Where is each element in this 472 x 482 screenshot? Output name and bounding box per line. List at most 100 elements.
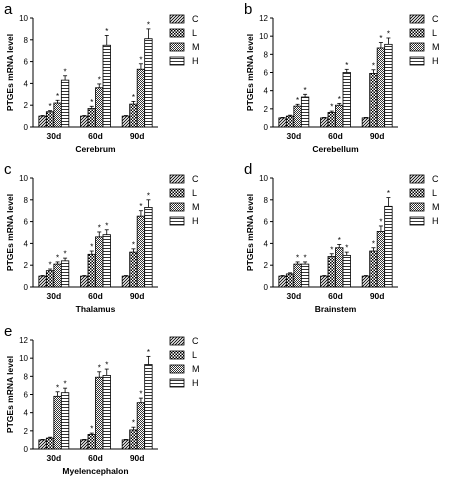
bar-M-30d [53,263,62,288]
y-tick-label: 8 [24,196,29,205]
bar-L-30d [45,270,55,288]
y-tick-label: 0 [24,123,29,132]
y-tick-label: 6 [24,391,29,400]
legend-swatch-L [409,188,425,198]
y-tick-label: 8 [24,372,29,381]
x-tick-label: 90d [130,291,145,301]
significance-star: * [98,75,101,84]
bar-L-90d [129,103,138,128]
significance-star: * [105,27,108,36]
y-tick-label: 8 [264,50,269,59]
legend-label-C: C [192,174,199,184]
significance-star: * [98,363,101,372]
panel-letter: e [4,323,12,340]
legend-label-C: C [192,336,199,346]
bar-C-30d [38,115,47,128]
legend-swatch-C [169,336,185,346]
x-tick-label: 90d [370,291,385,301]
legend-swatch-M [409,202,425,212]
legend-swatch-C [409,174,425,184]
legend-swatch-L [409,28,425,38]
significance-star: * [296,253,299,262]
bar-C-30d [38,275,47,288]
significance-star: * [147,20,150,29]
bar-L-60d [87,253,96,288]
legend-label-C: C [432,174,439,184]
significance-star: * [304,253,307,262]
y-tick-label: 2 [264,105,269,114]
bar-L-60d [87,108,96,128]
significance-star: * [90,98,93,107]
significance-star: * [132,240,135,249]
x-axis-title: Thalamus [76,304,116,314]
significance-star: * [49,261,52,270]
bar-H-90d [144,207,153,288]
y-tick-label: 4 [24,239,29,248]
significance-star: * [372,61,375,70]
significance-star: * [139,390,142,399]
bar-C-90d [121,439,131,450]
bar-M-60d [335,247,344,288]
significance-star: * [132,419,135,428]
y-axis-title: PTGEs mRNA level [5,34,15,111]
y-axis-title: PTGEs mRNA level [5,194,15,271]
x-tick-label: 60d [88,131,103,141]
legend-label-M: M [192,364,200,374]
bar-L-90d [129,251,138,288]
significance-star: * [90,243,93,252]
y-tick-label: 0 [24,283,29,292]
bar-L-30d [45,111,55,128]
y-tick-label: 6 [264,69,269,78]
bar-M-90d [136,402,146,450]
bar-H-90d [384,205,393,288]
bar-L-90d [129,429,138,450]
bar-M-30d [53,395,62,450]
legend-label-H: H [192,378,199,388]
bar-H-60d [102,234,111,288]
chart-panel-a: a PTGEs mRNA level 0 2 4 6 8 10 * * * 30d * * * 60d * * * 9… [4,1,200,154]
legend-swatch-L [169,188,185,198]
y-tick-label: 6 [24,58,29,67]
bar-M-60d [95,376,104,450]
significance-star: * [56,92,59,101]
significance-star: * [139,55,142,64]
legend-swatch-L [169,28,185,38]
significance-star: * [139,202,142,211]
bar-C-30d [278,275,287,288]
bar-L-60d [87,434,96,450]
x-tick-label: 30d [47,453,62,463]
significance-star: * [379,217,382,226]
legend-label-H: H [192,216,199,226]
y-tick-label: 8 [264,196,269,205]
y-tick-label: 4 [264,239,269,248]
legend-label-L: L [192,350,197,360]
significance-star: * [98,223,101,232]
panel-letter: d [244,161,252,178]
significance-star: * [345,61,348,70]
legend-label-M: M [192,42,200,52]
x-tick-label: 30d [47,291,62,301]
x-tick-label: 30d [287,131,302,141]
legend-label-H: H [432,56,439,66]
y-tick-label: 0 [264,123,269,132]
y-axis-title: PTGEs mRNA level [245,34,255,111]
significance-star: * [105,361,108,370]
legend-swatch-H [169,56,185,66]
significance-star: * [338,95,341,104]
x-tick-label: 90d [130,453,145,463]
legend-label-L: L [192,28,197,38]
legend-swatch-H [169,216,185,226]
y-tick-label: 12 [259,14,268,23]
significance-star: * [90,425,93,434]
significance-star: * [49,102,52,111]
panel-letter: a [4,1,13,18]
significance-star: * [304,86,307,95]
bar-C-90d [121,115,131,128]
significance-star: * [147,348,150,357]
bar-H-60d [342,72,351,128]
bar-H-30d [300,263,310,288]
y-tick-label: 6 [264,218,269,227]
bar-H-30d [60,79,70,128]
y-tick-label: 4 [24,409,29,418]
significance-star: * [147,191,150,200]
